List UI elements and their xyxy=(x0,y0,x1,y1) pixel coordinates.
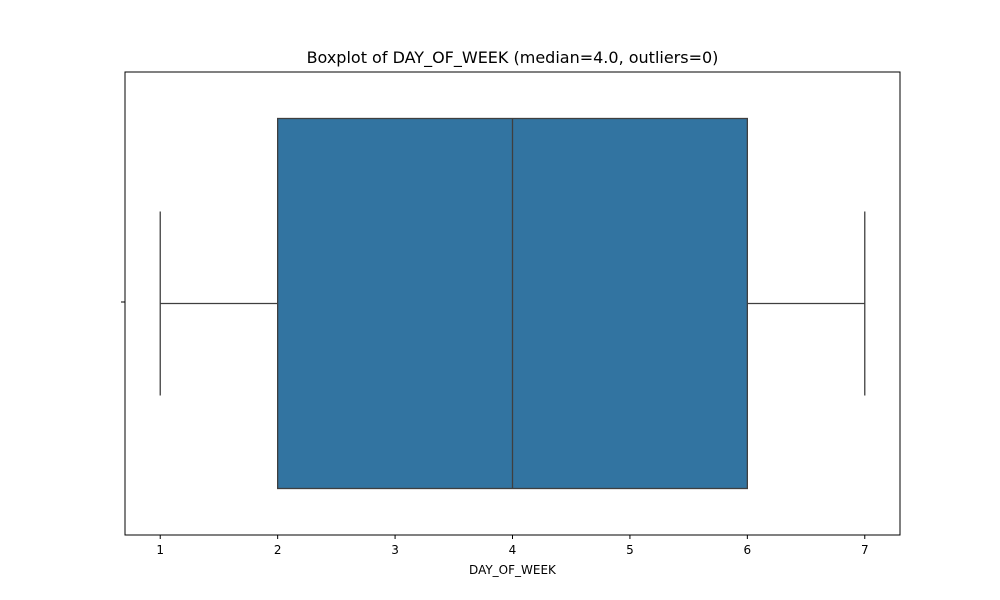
x-tick-label-4: 4 xyxy=(509,543,517,557)
chart-title: Boxplot of DAY_OF_WEEK (median=4.0, outl… xyxy=(307,48,719,68)
x-axis-ticks: 1 2 3 4 5 6 7 xyxy=(156,535,869,557)
x-tick-label-6: 6 xyxy=(744,543,752,557)
x-tick-label-1: 1 xyxy=(156,543,164,557)
x-tick-label-5: 5 xyxy=(626,543,634,557)
plot-area xyxy=(159,117,866,490)
x-tick-label-3: 3 xyxy=(391,543,399,557)
x-tick-label-7: 7 xyxy=(861,543,869,557)
x-axis-label: DAY_OF_WEEK xyxy=(469,563,557,577)
x-tick-label-2: 2 xyxy=(274,543,282,557)
